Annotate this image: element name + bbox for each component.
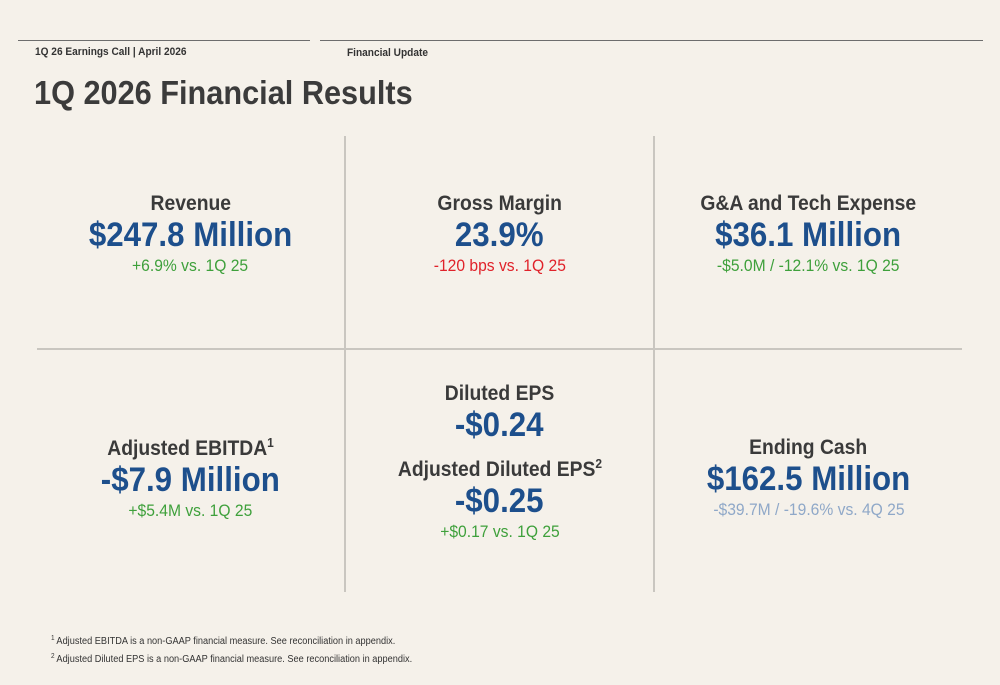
metric-change: -120 bps vs. 1Q 25: [433, 256, 566, 276]
metric-change: +$0.17 vs. 1Q 25: [439, 522, 560, 542]
metric-label: Gross Margin: [437, 192, 562, 215]
metric-ending-cash: Ending Cash $162.5 Million -$39.7M / -19…: [655, 436, 962, 521]
page-title: 1Q 2026 Financial Results: [34, 74, 413, 111]
grid-divider-vertical-2: [653, 136, 655, 592]
metric-ga-tech-expense: G&A and Tech Expense $36.1 Million -$5.0…: [655, 192, 962, 277]
footnotes: 1 Adjusted EBITDA is a non-GAAP financial…: [51, 631, 412, 667]
metric-eps: Diluted EPS -$0.24 Adjusted Diluted EPS2…: [346, 382, 653, 544]
footnote-ref: 2: [594, 456, 602, 472]
metric-change: -$5.0M / -12.1% vs. 1Q 25: [717, 256, 900, 276]
header-event: 1Q 26 Earnings Call | April 2026: [35, 46, 187, 58]
header-rule-right: [320, 40, 983, 41]
footnote: 2 Adjusted Diluted EPS is a non-GAAP fina…: [51, 653, 413, 665]
metric-label: Revenue: [150, 192, 231, 215]
metric-label: Adjusted EBITDA1: [107, 435, 274, 460]
metric-adjusted-ebitda: Adjusted EBITDA1 -$7.9 Million +$5.4M vs…: [37, 435, 344, 522]
metric-label: Ending Cash: [749, 436, 868, 459]
metric-change: +$5.4M vs. 1Q 25: [128, 501, 253, 521]
metric-change: -$39.7M / -19.6% vs. 4Q 25: [712, 500, 905, 520]
grid-divider-horizontal: [37, 348, 962, 350]
footnote-ref: 1: [267, 435, 274, 450]
metric-label: Adjusted Diluted EPS2: [397, 456, 602, 482]
metric-value: -$0.25: [455, 482, 544, 521]
metric-change: +6.9% vs. 1Q 25: [132, 256, 249, 276]
metric-value: -$7.9 Million: [100, 461, 281, 500]
footnote: 1 Adjusted EBITDA is a non-GAAP financial…: [51, 635, 396, 647]
metric-gross-margin: Gross Margin 23.9% -120 bps vs. 1Q 25: [346, 192, 653, 277]
metric-label: G&A and Tech Expense: [700, 192, 917, 215]
metric-value: $162.5 Million: [706, 460, 911, 499]
header-section: Financial Update: [347, 47, 428, 59]
grid-divider-vertical-1: [344, 136, 346, 592]
metric-value: -$0.24: [455, 406, 544, 445]
metric-label: Diluted EPS: [444, 382, 555, 405]
metric-value: $36.1 Million: [715, 216, 902, 255]
header-rule-left: [18, 40, 310, 41]
metric-revenue: Revenue $247.8 Million +6.9% vs. 1Q 25: [37, 192, 344, 277]
metric-value: 23.9%: [455, 216, 544, 255]
metric-value: $247.8 Million: [88, 216, 293, 255]
